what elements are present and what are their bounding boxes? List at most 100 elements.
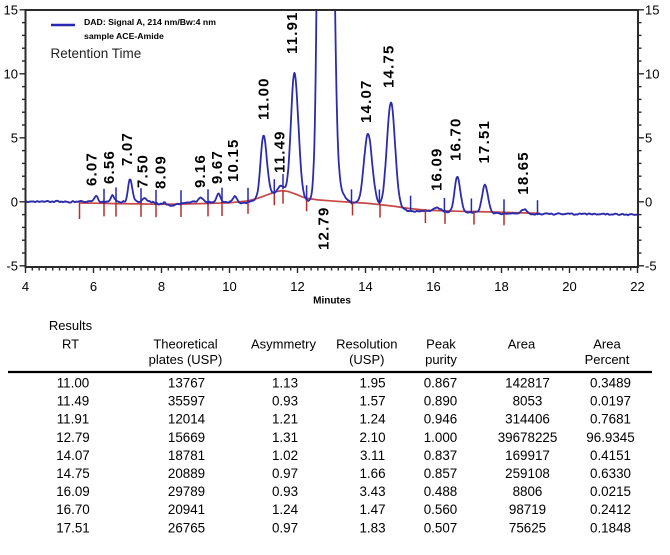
svg-text:39678225: 39678225 bbox=[498, 430, 558, 445]
svg-text:14.07: 14.07 bbox=[56, 448, 90, 463]
svg-text:14: 14 bbox=[358, 279, 372, 294]
svg-text:16.70: 16.70 bbox=[56, 502, 90, 517]
svg-text:0.7681: 0.7681 bbox=[590, 412, 631, 427]
svg-text:0.0197: 0.0197 bbox=[590, 394, 631, 409]
svg-text:14.07: 14.07 bbox=[358, 79, 375, 123]
svg-text:Percent: Percent bbox=[585, 352, 630, 367]
svg-text:0.93: 0.93 bbox=[272, 484, 298, 499]
svg-text:314406: 314406 bbox=[505, 412, 550, 427]
svg-text:16.70: 16.70 bbox=[448, 117, 465, 161]
svg-text:6: 6 bbox=[90, 279, 97, 294]
svg-text:26765: 26765 bbox=[168, 520, 205, 535]
svg-text:0.6330: 0.6330 bbox=[590, 466, 631, 481]
svg-text:7.07: 7.07 bbox=[119, 132, 136, 166]
svg-text:Minutes: Minutes bbox=[313, 296, 351, 307]
svg-text:0.0215: 0.0215 bbox=[590, 484, 631, 499]
svg-text:Area: Area bbox=[508, 337, 536, 352]
svg-text:10: 10 bbox=[4, 66, 18, 81]
svg-text:0.97: 0.97 bbox=[272, 466, 298, 481]
svg-text:16: 16 bbox=[426, 279, 440, 294]
svg-text:3.43: 3.43 bbox=[359, 484, 385, 499]
svg-text:9.67: 9.67 bbox=[209, 150, 226, 184]
svg-text:14.75: 14.75 bbox=[56, 466, 90, 481]
svg-text:0.560: 0.560 bbox=[424, 502, 458, 517]
svg-text:6.56: 6.56 bbox=[101, 150, 118, 184]
svg-text:12: 12 bbox=[290, 279, 304, 294]
svg-text:16.09: 16.09 bbox=[428, 147, 445, 191]
svg-text:Results: Results bbox=[49, 318, 93, 333]
svg-text:1.02: 1.02 bbox=[272, 448, 298, 463]
svg-text:0.946: 0.946 bbox=[424, 412, 458, 427]
svg-text:20941: 20941 bbox=[168, 502, 205, 517]
svg-text:12.79: 12.79 bbox=[56, 430, 90, 445]
svg-text:plates (USP): plates (USP) bbox=[149, 352, 223, 367]
svg-text:2.10: 2.10 bbox=[359, 430, 385, 445]
svg-text:1.83: 1.83 bbox=[359, 520, 385, 535]
svg-text:8053: 8053 bbox=[513, 394, 543, 409]
svg-text:0.890: 0.890 bbox=[424, 394, 458, 409]
svg-text:20889: 20889 bbox=[168, 466, 205, 481]
svg-text:Asymmetry: Asymmetry bbox=[251, 337, 317, 352]
svg-text:10: 10 bbox=[645, 66, 659, 81]
svg-text:0.3489: 0.3489 bbox=[590, 376, 631, 391]
svg-text:1.000: 1.000 bbox=[424, 430, 458, 445]
svg-text:18781: 18781 bbox=[168, 448, 205, 463]
svg-text:35597: 35597 bbox=[168, 394, 205, 409]
svg-text:1.47: 1.47 bbox=[359, 502, 385, 517]
svg-text:0.1848: 0.1848 bbox=[590, 520, 631, 535]
svg-text:0.857: 0.857 bbox=[424, 466, 458, 481]
svg-text:1.13: 1.13 bbox=[272, 376, 298, 391]
svg-text:13767: 13767 bbox=[168, 376, 205, 391]
svg-text:1.24: 1.24 bbox=[272, 502, 299, 517]
svg-text:1.24: 1.24 bbox=[359, 412, 386, 427]
svg-text:1.21: 1.21 bbox=[272, 412, 298, 427]
svg-text:0.507: 0.507 bbox=[424, 520, 458, 535]
svg-text:9.16: 9.16 bbox=[192, 154, 209, 188]
svg-text:29789: 29789 bbox=[168, 484, 205, 499]
svg-text:DAD: Signal A, 214 nm/Bw:4 nm: DAD: Signal A, 214 nm/Bw:4 nm bbox=[84, 17, 216, 27]
svg-text:0.837: 0.837 bbox=[424, 448, 458, 463]
svg-text:1.66: 1.66 bbox=[359, 466, 385, 481]
svg-text:11.91: 11.91 bbox=[57, 412, 90, 427]
svg-text:RT: RT bbox=[62, 337, 79, 352]
svg-text:Area: Area bbox=[593, 337, 621, 352]
svg-text:259108: 259108 bbox=[505, 466, 550, 481]
svg-text:8.09: 8.09 bbox=[153, 155, 170, 189]
svg-text:22: 22 bbox=[630, 279, 644, 294]
svg-text:-5: -5 bbox=[6, 258, 18, 273]
svg-text:7.50: 7.50 bbox=[135, 154, 152, 188]
svg-text:3.11: 3.11 bbox=[360, 448, 385, 463]
svg-text:0.867: 0.867 bbox=[424, 376, 458, 391]
svg-text:1.31: 1.31 bbox=[272, 430, 298, 445]
svg-text:0.97: 0.97 bbox=[272, 520, 298, 535]
svg-text:11.49: 11.49 bbox=[57, 394, 90, 409]
svg-text:15669: 15669 bbox=[168, 430, 205, 445]
svg-text:12.79: 12.79 bbox=[316, 206, 333, 250]
svg-text:1.95: 1.95 bbox=[359, 376, 385, 391]
svg-text:96.9345: 96.9345 bbox=[586, 430, 634, 445]
svg-text:Theoretical: Theoretical bbox=[153, 337, 217, 352]
svg-text:0.4151: 0.4151 bbox=[590, 448, 631, 463]
svg-text:5: 5 bbox=[11, 130, 18, 145]
svg-text:10: 10 bbox=[222, 279, 236, 294]
svg-text:20: 20 bbox=[562, 279, 576, 294]
svg-text:11.00: 11.00 bbox=[256, 77, 273, 120]
svg-text:8806: 8806 bbox=[513, 484, 543, 499]
svg-text:purity: purity bbox=[425, 352, 457, 367]
svg-text:8: 8 bbox=[158, 279, 165, 294]
svg-text:0.2412: 0.2412 bbox=[590, 502, 631, 517]
svg-text:11.00: 11.00 bbox=[57, 376, 90, 391]
svg-text:14.75: 14.75 bbox=[381, 44, 398, 88]
svg-text:18.65: 18.65 bbox=[515, 151, 532, 195]
svg-text:0.488: 0.488 bbox=[424, 484, 458, 499]
svg-text:6.07: 6.07 bbox=[83, 152, 100, 186]
svg-text:-5: -5 bbox=[645, 258, 657, 273]
svg-text:12014: 12014 bbox=[168, 412, 206, 427]
svg-text:169917: 169917 bbox=[505, 448, 550, 463]
svg-text:sample ACE-Amide: sample ACE-Amide bbox=[84, 31, 164, 41]
svg-text:16.09: 16.09 bbox=[56, 484, 90, 499]
svg-text:0.93: 0.93 bbox=[272, 394, 298, 409]
svg-text:98719: 98719 bbox=[509, 502, 546, 517]
svg-text:17.51: 17.51 bbox=[476, 120, 493, 164]
svg-text:Peak: Peak bbox=[426, 337, 456, 352]
